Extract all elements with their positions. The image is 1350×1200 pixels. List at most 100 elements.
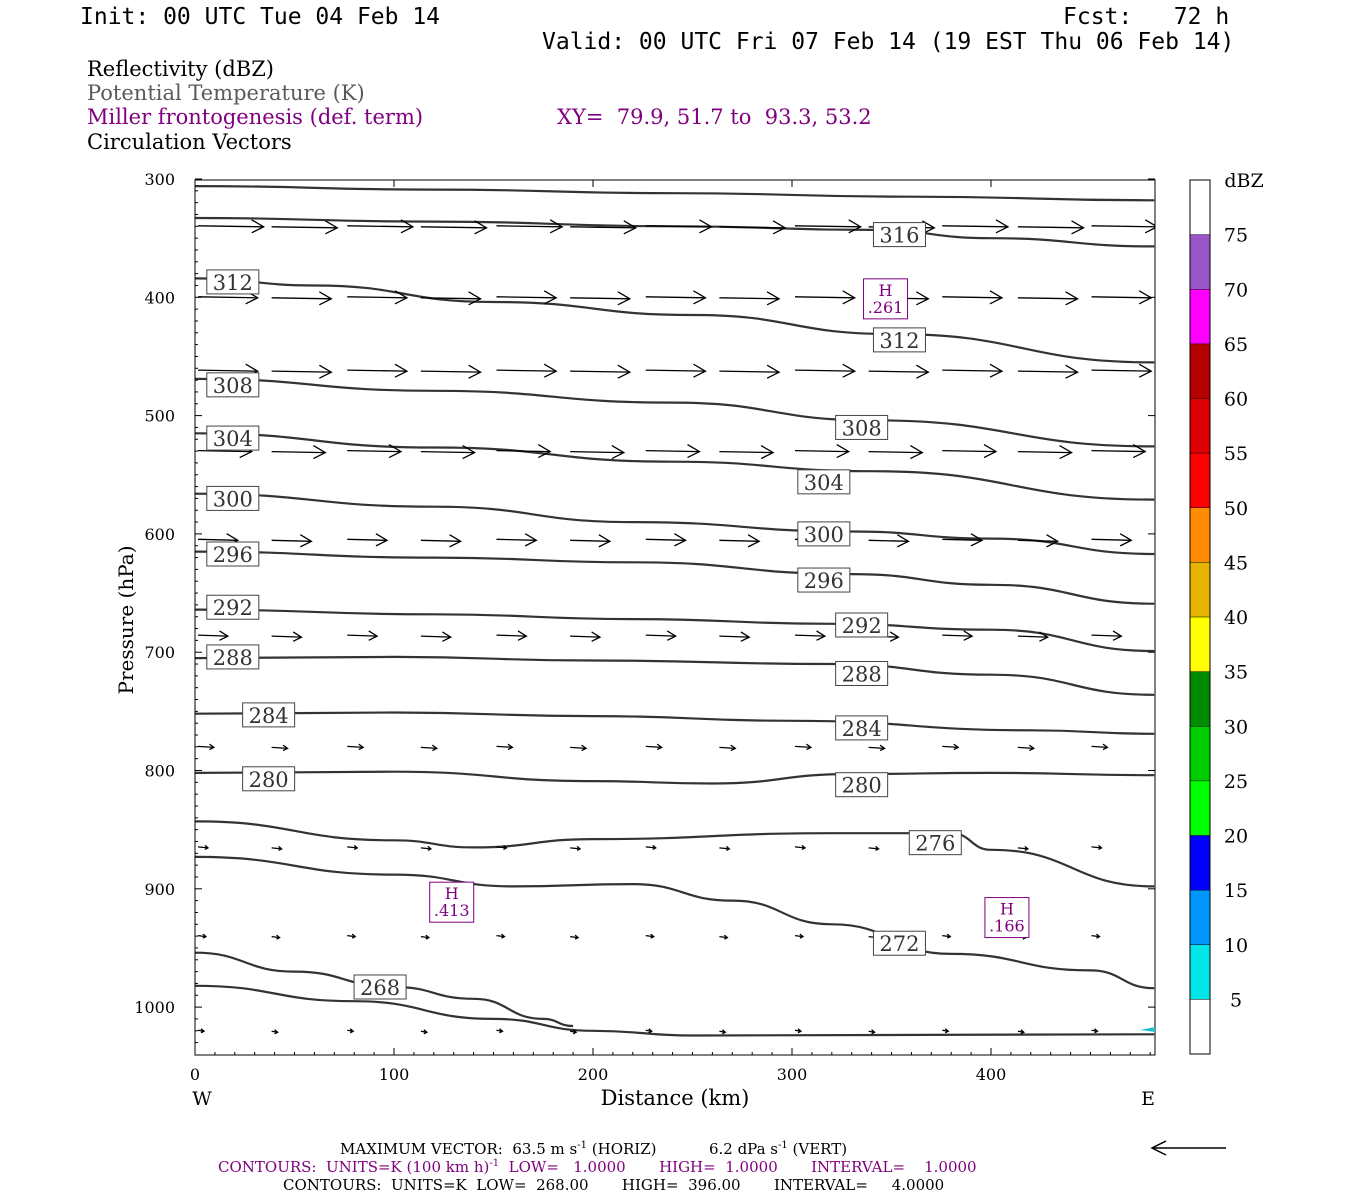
- x-tick-label: 400: [976, 1065, 1007, 1084]
- contour-label-304: 304: [804, 471, 844, 495]
- vector-shaft: [197, 745, 214, 748]
- vector-shaft: [719, 935, 728, 939]
- vector-shaft: [868, 746, 885, 749]
- vector-head: [388, 444, 403, 459]
- contour-label-box: [835, 660, 889, 686]
- contour-label-316: 316: [879, 224, 919, 248]
- colorbar-segment: [1190, 835, 1210, 891]
- vector-shaft: [868, 539, 909, 542]
- colorbar-label: 60: [1224, 389, 1248, 411]
- vector-head: [572, 1029, 578, 1035]
- frontogenesis-max-value: .166: [989, 917, 1025, 936]
- vector-head: [650, 933, 655, 939]
- vector-head: [916, 291, 930, 306]
- contour-label-280: 280: [842, 774, 882, 798]
- y-tick-label: 600: [144, 525, 175, 544]
- vector-head: [836, 444, 851, 459]
- max-vector-vert-text: 6.2 dPa s: [708, 1140, 779, 1158]
- vector-shaft: [271, 635, 302, 638]
- colorbar-label: 15: [1224, 880, 1248, 902]
- contour-label-box: [797, 469, 851, 495]
- vector-shaft: [347, 934, 356, 938]
- vector-shaft: [645, 449, 700, 453]
- contour-label-box: [242, 766, 296, 792]
- contour-label-box: [206, 269, 260, 295]
- vector-shaft: [271, 297, 332, 300]
- vector-head: [983, 444, 998, 459]
- vector-head: [375, 533, 389, 547]
- y-tick-label: 900: [144, 880, 175, 899]
- x-tick-label: 200: [578, 1065, 609, 1084]
- frontogenesis-max-value: .261: [868, 298, 904, 317]
- colorbar-segment: [1190, 890, 1210, 945]
- vector-shaft: [197, 934, 207, 938]
- vector-shaft: [496, 449, 551, 453]
- vector-shaft: [496, 846, 507, 849]
- contour-label-box: [835, 715, 889, 741]
- vector-head: [400, 219, 415, 234]
- vector-shaft: [347, 745, 364, 748]
- y-axis-label: Pressure (hPa): [114, 546, 138, 695]
- exp-3: -1: [489, 1158, 500, 1169]
- y-tick-label: 1000: [134, 998, 175, 1017]
- vector-shaft: [197, 449, 252, 453]
- vector-shaft: [420, 635, 451, 638]
- vector-head: [576, 845, 582, 851]
- vector-head: [549, 219, 564, 234]
- contour-label-box: [872, 930, 926, 956]
- vector-shaft: [794, 225, 861, 228]
- vector-shaft: [719, 635, 750, 638]
- contour-label-288: 288: [842, 662, 882, 686]
- contour-label-308: 308: [842, 416, 882, 440]
- exp-2: -1: [778, 1140, 788, 1151]
- vector-shaft: [645, 846, 656, 849]
- vector-head: [1046, 534, 1060, 548]
- vector-head: [1096, 933, 1101, 939]
- vector-head: [1065, 364, 1079, 379]
- frontogenesis-max-label: H: [445, 884, 459, 903]
- cross-section-endpoints: XY= 79.9, 51.7 to 93.3, 53.2: [557, 105, 872, 129]
- theta-contour-304: [195, 432, 1155, 501]
- vector-head: [875, 845, 880, 851]
- vector-shaft: [1091, 634, 1122, 637]
- contour-label-280: 280: [249, 768, 289, 792]
- y-tick-label: 800: [144, 762, 175, 781]
- vector-shaft: [1017, 450, 1072, 454]
- theta-contour-288: [195, 655, 1155, 696]
- colorbar-segment: [1190, 944, 1210, 1000]
- theta-contour-264: [195, 984, 1155, 1037]
- vector-shaft: [570, 539, 610, 542]
- vector-head: [1102, 743, 1109, 751]
- vector-shaft: [794, 634, 825, 637]
- vector-head: [910, 445, 924, 460]
- vector-head: [1059, 445, 1073, 460]
- vector-head: [574, 934, 580, 940]
- vector-shaft: [1091, 449, 1146, 453]
- vector-shaft: [496, 538, 537, 541]
- vector-head: [251, 219, 266, 234]
- contour-label-300: 300: [213, 487, 253, 511]
- vector-head: [292, 631, 303, 642]
- vector-head: [202, 933, 208, 939]
- vector-head: [368, 630, 379, 641]
- vector-head: [442, 631, 453, 642]
- vector-head: [816, 630, 827, 641]
- field-frontogenesis: Miller frontogenesis (def. term): [87, 105, 424, 129]
- colorbar-segment: [1190, 726, 1210, 781]
- reflectivity-patch: [1140, 1027, 1155, 1032]
- colorbar-label: 40: [1224, 607, 1248, 629]
- vector-head: [674, 533, 687, 547]
- vector-head: [652, 844, 657, 850]
- contour-label-box: [835, 612, 889, 638]
- vector-head: [358, 743, 365, 751]
- vector-head: [468, 291, 482, 306]
- valid-time: Valid: 00 UTC Fri 07 Feb 14 (19 EST Thu …: [542, 29, 1235, 55]
- vector-shaft: [719, 746, 736, 749]
- vector-shaft: [420, 297, 481, 300]
- vector-shaft: [794, 934, 804, 938]
- vector-head: [598, 534, 612, 548]
- vector-shaft: [570, 935, 579, 939]
- vector-shaft: [347, 369, 407, 372]
- contour-label-box: [206, 485, 260, 511]
- theta-contour-276: [195, 820, 1155, 888]
